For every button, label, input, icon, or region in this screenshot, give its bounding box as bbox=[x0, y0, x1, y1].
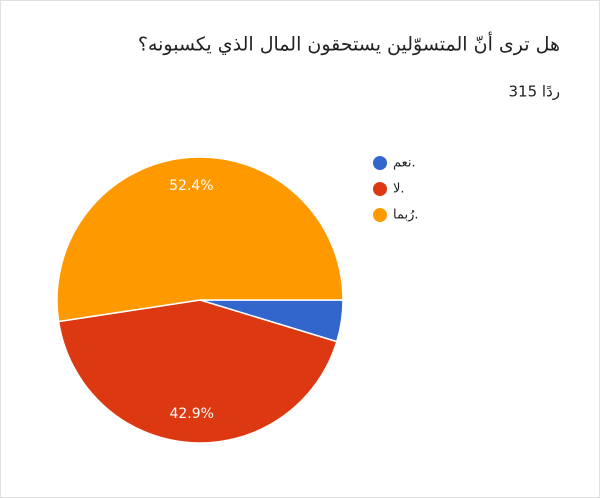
legend-swatch bbox=[373, 182, 387, 196]
slice-label: 42.9% bbox=[169, 406, 213, 422]
pie-slice bbox=[56, 156, 344, 323]
slice-label: 52.4% bbox=[169, 178, 213, 194]
legend-swatch bbox=[373, 208, 387, 222]
chart-title: هل ترى أنّ المتسوّلين يستحقون المال الذي… bbox=[138, 32, 560, 56]
legend-swatch bbox=[373, 156, 387, 170]
legend-label: نعم. bbox=[393, 156, 416, 171]
legend-label: رُبما. bbox=[393, 208, 419, 223]
chart-subtitle: 315 ردًا bbox=[509, 83, 561, 101]
legend-label: لا. bbox=[393, 182, 405, 197]
pie-slice bbox=[57, 299, 338, 444]
